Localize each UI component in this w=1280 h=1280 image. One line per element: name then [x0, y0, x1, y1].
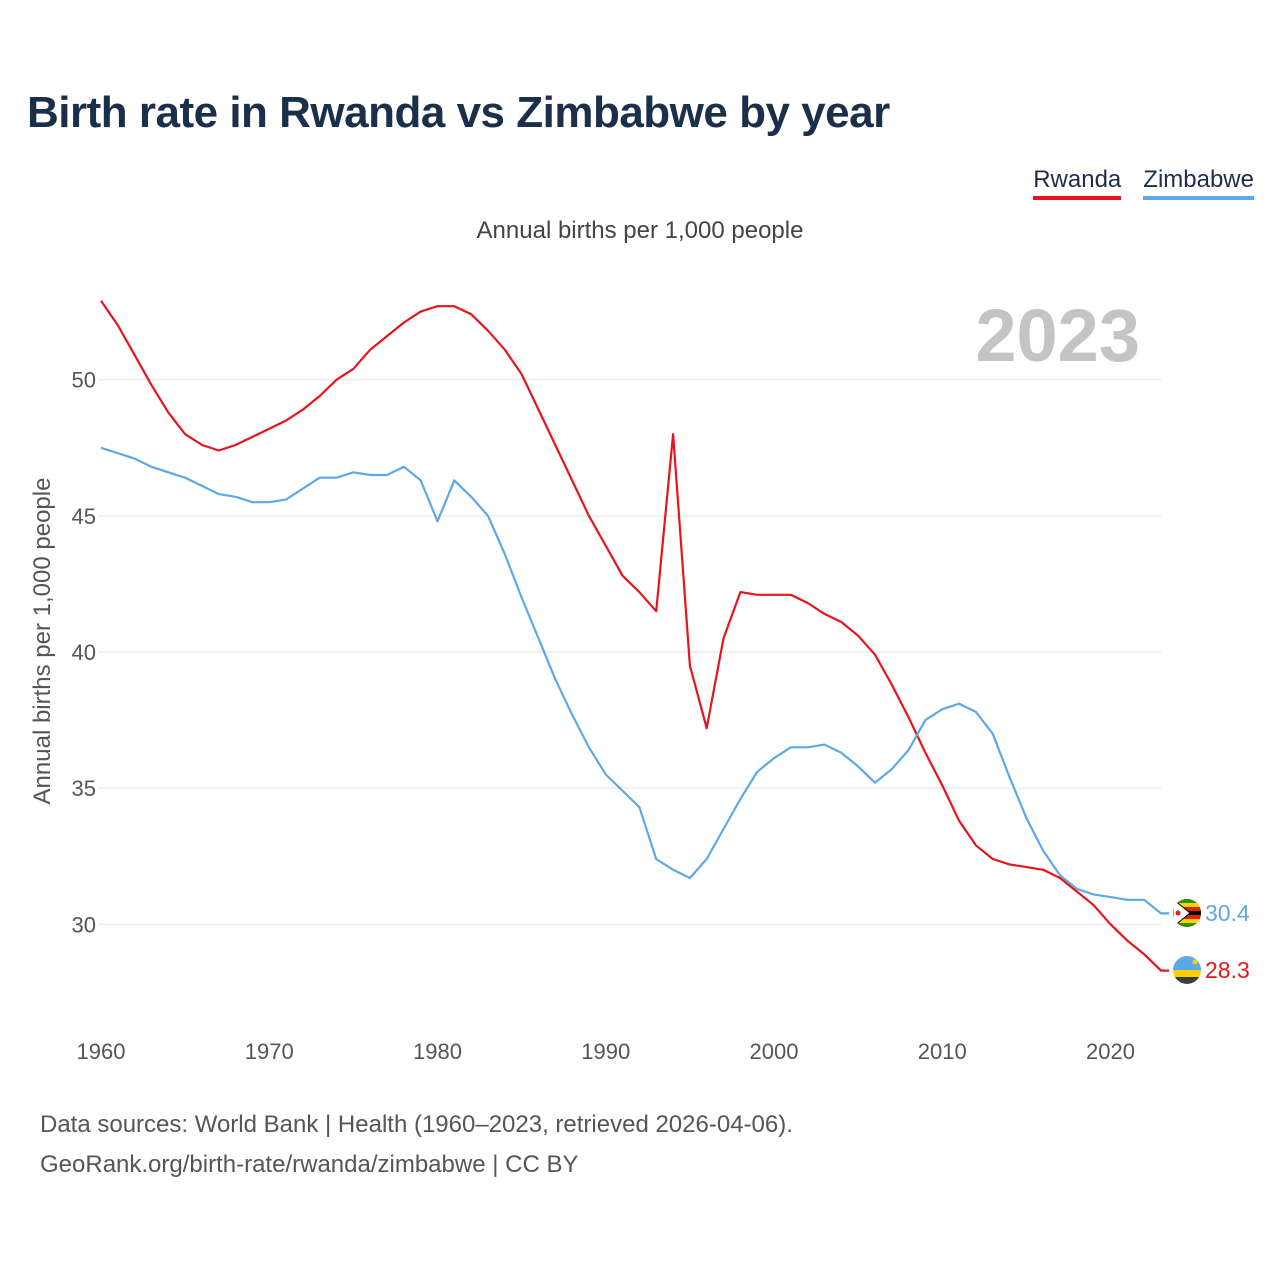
year-label: 2023 — [975, 294, 1140, 377]
series-lines — [100, 300, 1169, 972]
y-axis-label: Annual births per 1,000 people — [29, 478, 56, 805]
rwanda-flag-icon — [1173, 956, 1201, 984]
sources-line-1: Data sources: World Bank | Health (1960–… — [40, 1111, 793, 1138]
x-tick-label-1990: 1990 — [581, 1039, 630, 1064]
x-tick-label-2000: 2000 — [750, 1039, 799, 1064]
chart-title: Birth rate in Rwanda vs Zimbabwe by year — [27, 88, 890, 137]
y-axis-ticks: 30 35 40 45 50 — [72, 368, 96, 938]
series-line-zimbabwe[interactable] — [100, 446, 1169, 915]
x-tick-label-1960: 1960 — [77, 1039, 126, 1064]
x-axis-ticks: 1960 1970 1980 1990 2000 2010 2020 — [77, 1039, 1135, 1064]
x-tick-label-1970: 1970 — [245, 1039, 294, 1064]
legend: Rwanda Zimbabwe — [1033, 166, 1254, 200]
data-sources: Data sources: World Bank | Health (1960–… — [40, 1105, 793, 1185]
y-tick-label-35: 35 — [72, 776, 96, 801]
zimbabwe-end-label: 30.4 — [1205, 900, 1250, 926]
y-tick-label-45: 45 — [72, 504, 96, 529]
y-tick-label-50: 50 — [72, 368, 96, 393]
sources-line-2[interactable]: GeoRank.org/birth-rate/rwanda/zimbabwe |… — [40, 1151, 579, 1178]
rwanda-end-label: 28.3 — [1205, 957, 1250, 983]
x-tick-label-1980: 1980 — [413, 1039, 462, 1064]
grid-lines — [98, 379, 1161, 925]
legend-item-rwanda[interactable]: Rwanda — [1033, 166, 1122, 200]
x-tick-label-2010: 2010 — [918, 1039, 967, 1064]
end-markers — [1173, 899, 1201, 984]
y-tick-label-40: 40 — [72, 640, 96, 665]
legend-item-zimbabwe[interactable]: Zimbabwe — [1143, 166, 1254, 200]
chart-subtitle: Annual births per 1,000 people — [476, 217, 804, 244]
series-line-rwanda[interactable] — [100, 300, 1169, 972]
zimbabwe-flag-icon — [1173, 899, 1201, 927]
y-tick-label-30: 30 — [72, 912, 96, 937]
x-tick-label-2020: 2020 — [1086, 1039, 1135, 1064]
